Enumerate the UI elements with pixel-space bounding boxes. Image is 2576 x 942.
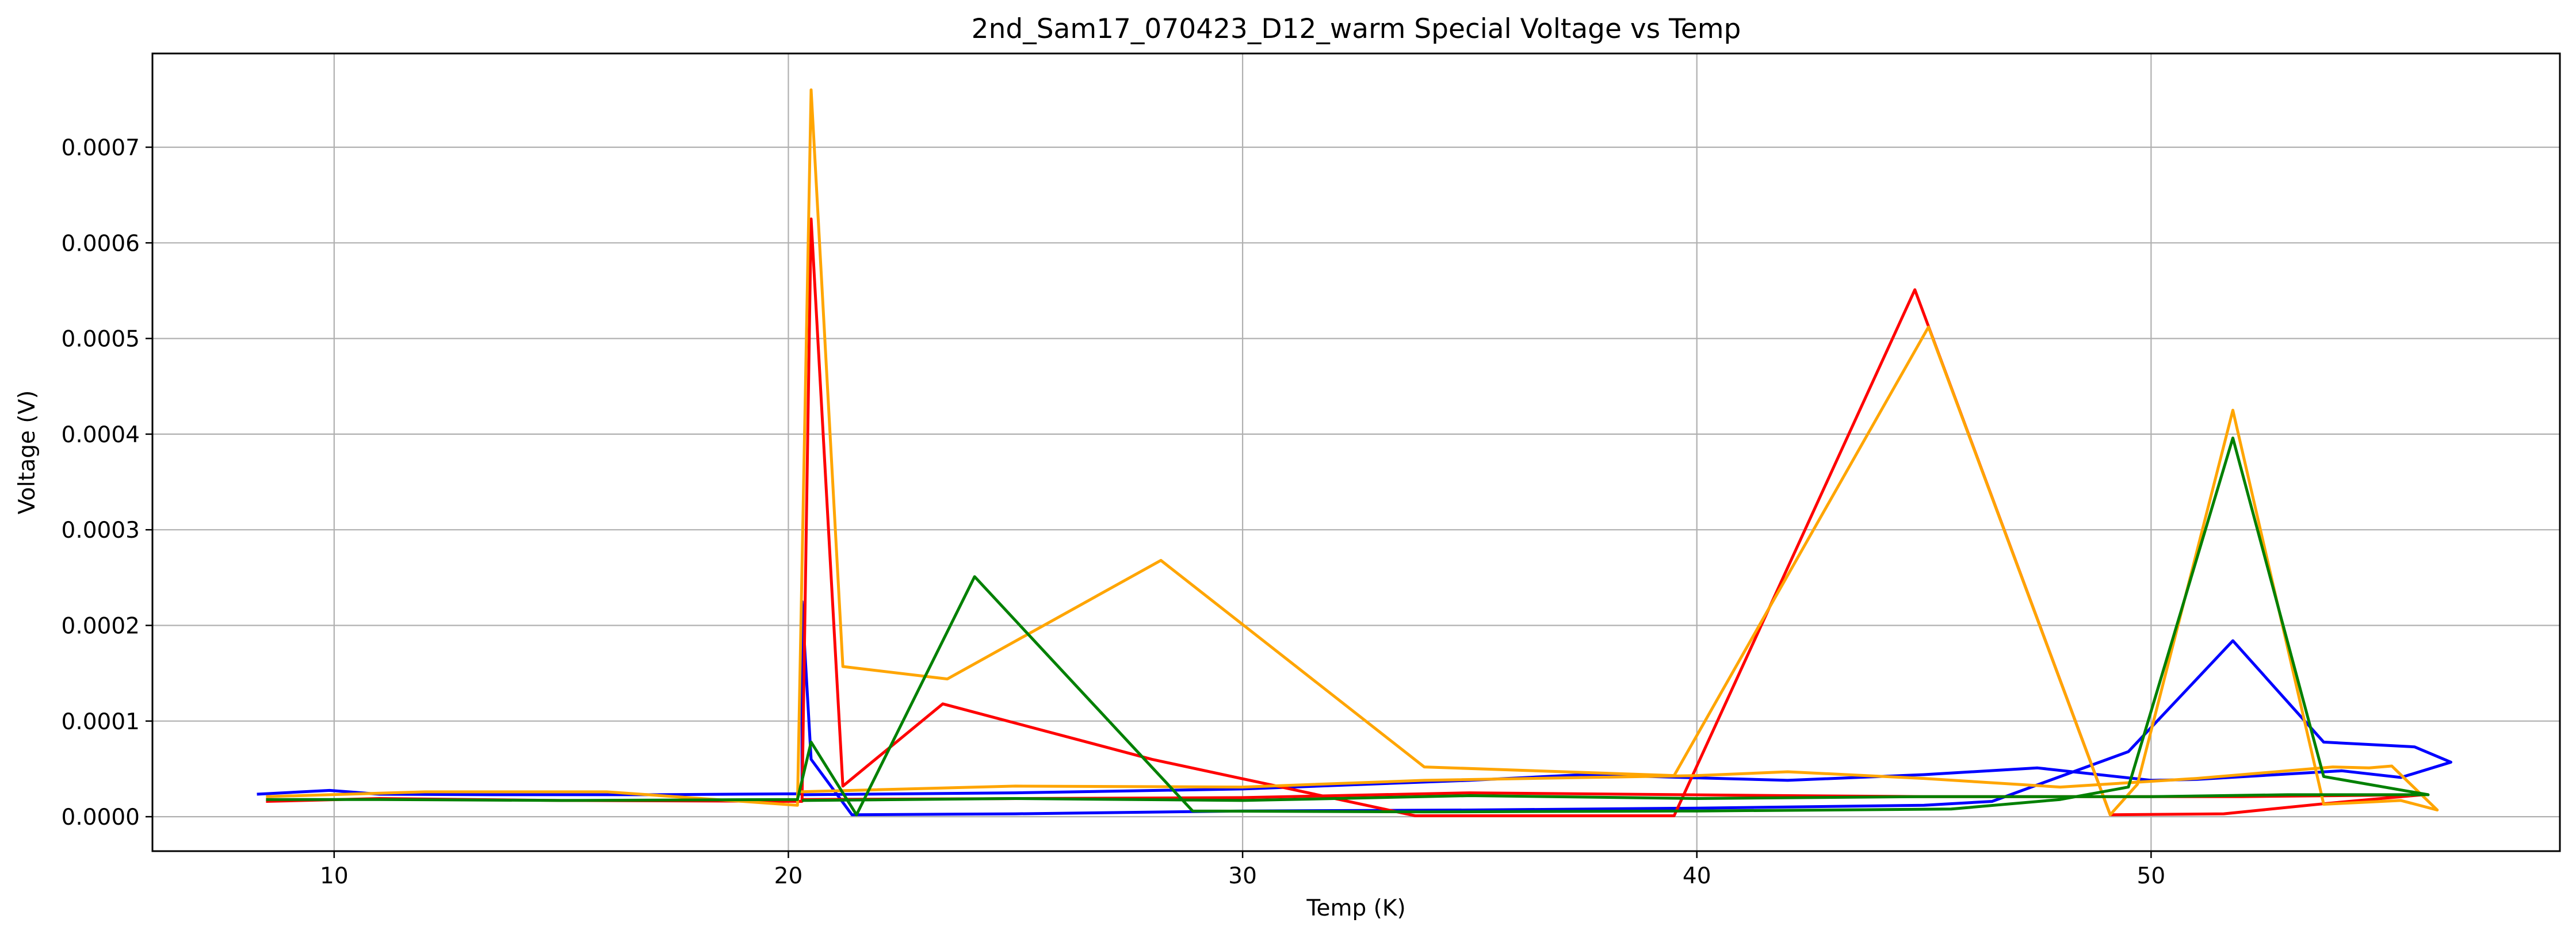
y-axis-ticks: 0.0000 0.0001 0.0002 0.0003 0.0004 0.0005 0.00… [62,135,152,830]
x-axis-ticks: 10 20 30 40 50 [320,851,2165,889]
series-line-3 [266,88,2439,817]
series-line-4 [266,436,2430,817]
plot-frame [151,52,2561,852]
x-axis-label: Temp (K) [1306,895,1405,921]
y-tick-label: 0.0003 [62,518,140,543]
y-tick-label: 0.0005 [62,327,140,353]
x-tick-label: 30 [1228,863,1257,889]
x-tick-label: 40 [1683,863,1711,889]
x-tick-label: 50 [2137,863,2166,889]
y-tick-label: 0.0002 [62,614,140,640]
y-axis-label: Voltage (V) [14,390,40,515]
chart-title: 2nd_Sam17_070423_D12_warm Special Voltag… [972,13,1741,45]
x-tick-label: 10 [320,863,349,889]
y-tick-label: 0.0007 [62,135,140,161]
x-tick-label: 20 [774,863,803,889]
y-tick-label: 0.0000 [62,805,140,830]
y-tick-label: 0.0006 [62,231,140,256]
y-tick-label: 0.0001 [62,709,140,735]
y-tick-label: 0.0004 [62,422,140,448]
data-series [257,88,2452,817]
